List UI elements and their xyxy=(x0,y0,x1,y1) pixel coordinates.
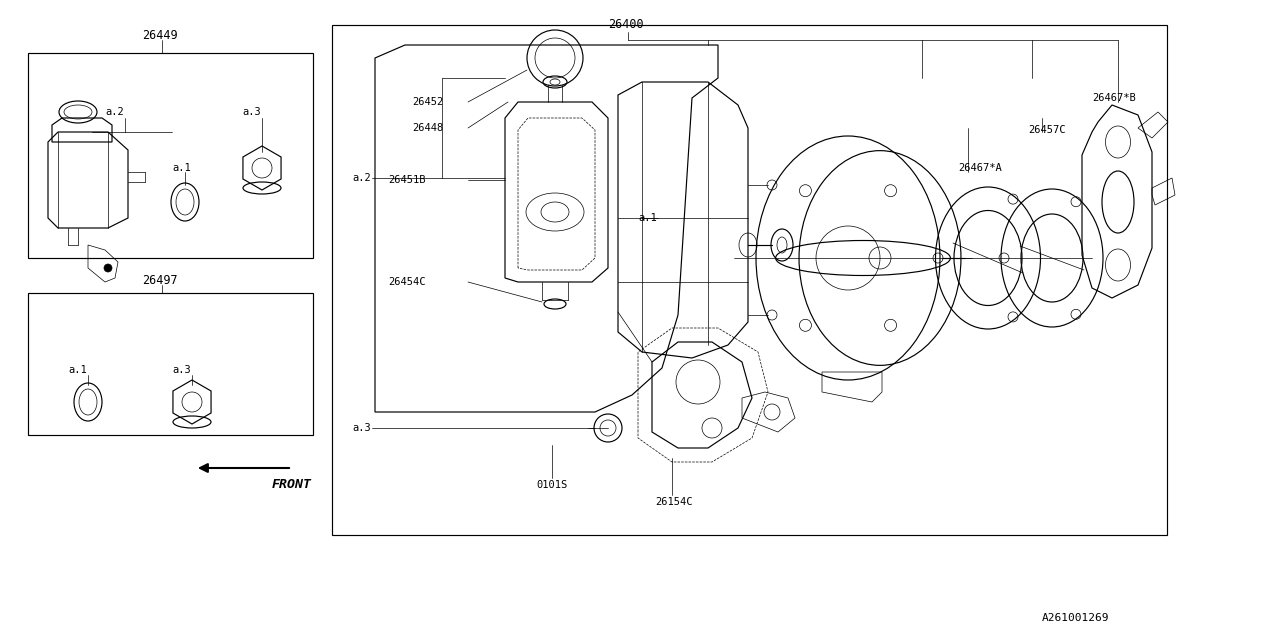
Text: A261001269: A261001269 xyxy=(1042,613,1110,623)
Bar xyxy=(28,53,314,258)
Text: 26457C: 26457C xyxy=(1028,125,1065,135)
Text: 26154C: 26154C xyxy=(655,497,692,507)
Text: 26452: 26452 xyxy=(412,97,443,107)
Text: 26451B: 26451B xyxy=(388,175,425,185)
Text: a.1: a.1 xyxy=(172,163,191,173)
Text: 26467*B: 26467*B xyxy=(1092,93,1135,103)
Text: a.1: a.1 xyxy=(637,213,657,223)
Text: 26400: 26400 xyxy=(608,19,644,31)
Text: a.3: a.3 xyxy=(352,423,371,433)
Text: 26467*A: 26467*A xyxy=(957,163,1002,173)
Text: a.3: a.3 xyxy=(172,365,191,375)
Text: 0101S: 0101S xyxy=(536,480,567,490)
Text: a.3: a.3 xyxy=(242,107,261,117)
Circle shape xyxy=(104,264,113,272)
Text: a.1: a.1 xyxy=(68,365,87,375)
Text: FRONT: FRONT xyxy=(273,479,312,492)
Text: 26449: 26449 xyxy=(142,29,178,42)
Text: 26454C: 26454C xyxy=(388,277,425,287)
Text: 26497: 26497 xyxy=(142,273,178,287)
Text: a.2: a.2 xyxy=(105,107,124,117)
Text: 26448: 26448 xyxy=(412,123,443,133)
Bar xyxy=(28,293,314,435)
Bar xyxy=(332,25,1167,535)
Text: a.2: a.2 xyxy=(352,173,371,183)
